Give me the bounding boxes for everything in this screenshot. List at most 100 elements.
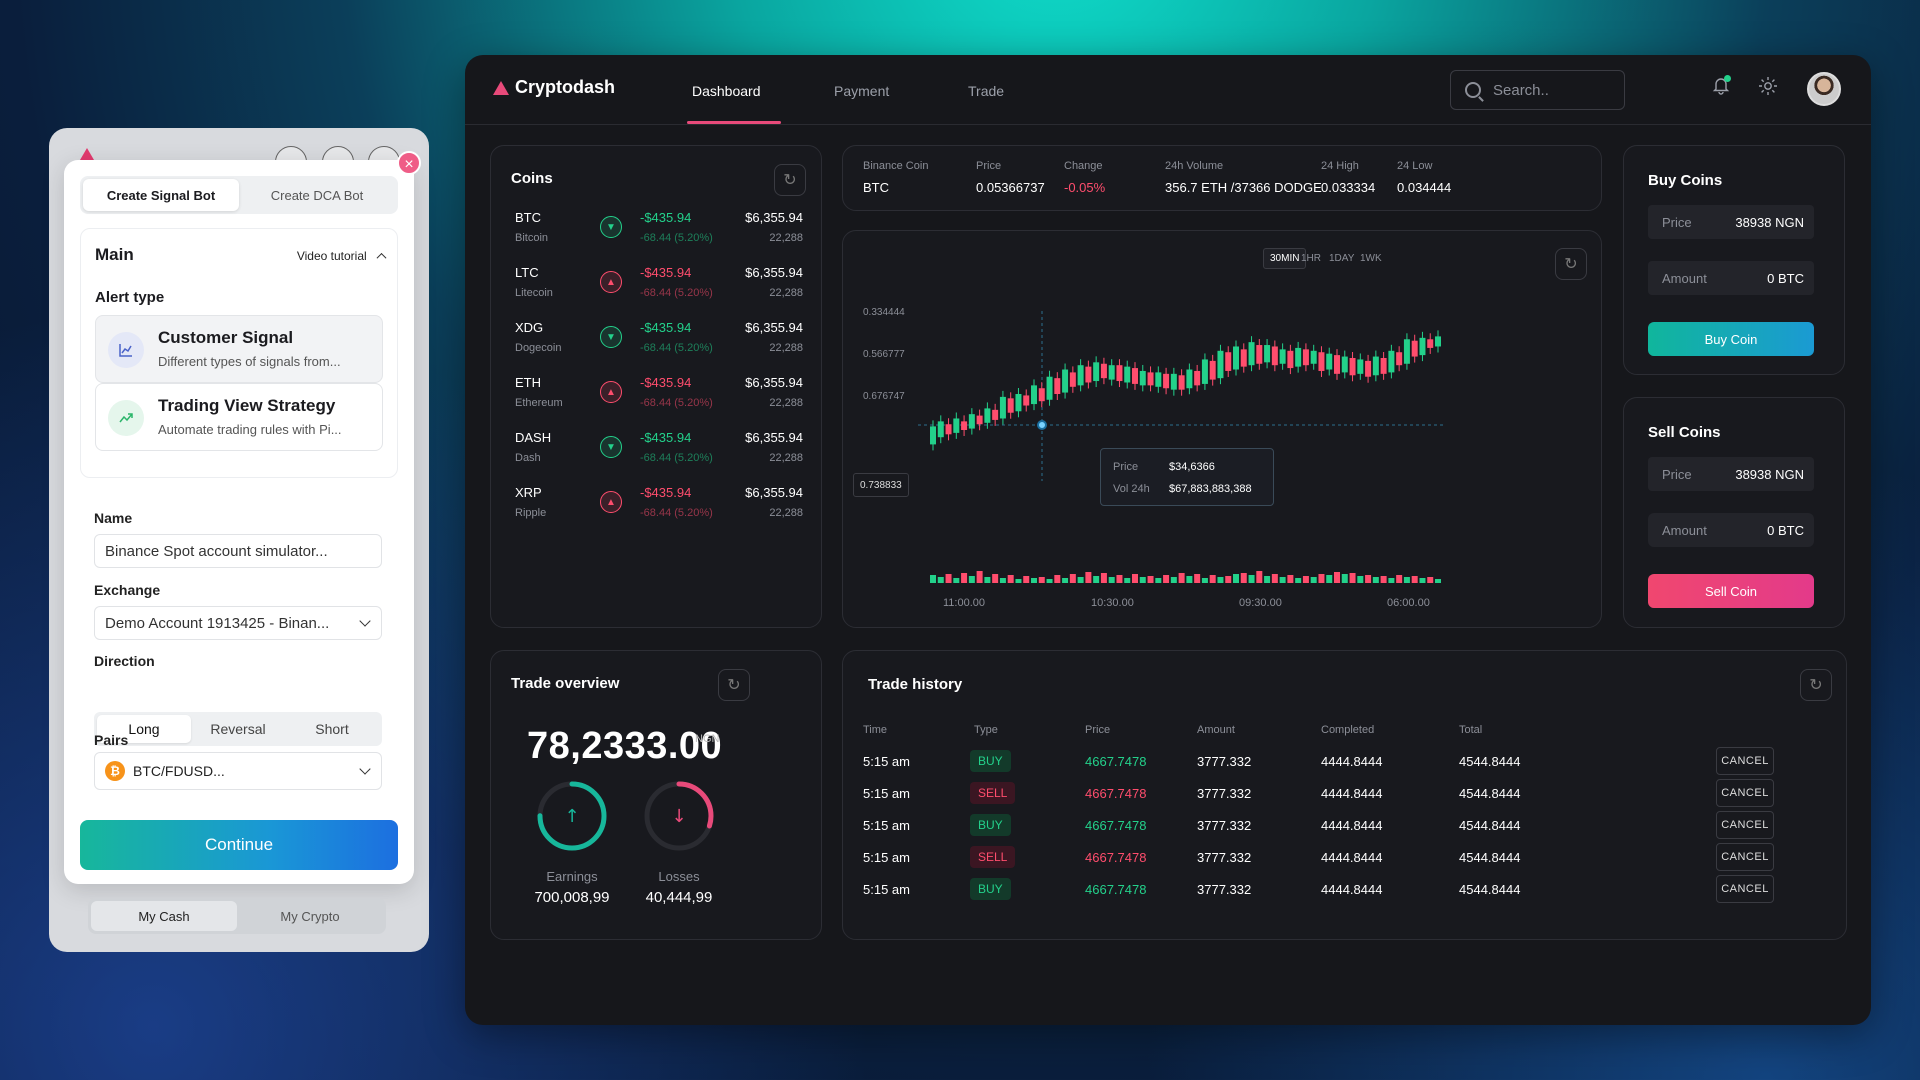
chevron-down-icon [359,615,371,627]
cancel-button[interactable]: CANCEL [1716,779,1774,807]
gear-icon[interactable] [1757,75,1779,102]
candle [1178,375,1185,390]
volume-bar [1077,577,1084,583]
timeframe-30min[interactable]: 30MIN [1263,248,1307,269]
earnings-label: Earnings [546,869,598,884]
search-input[interactable]: Search.. [1450,70,1625,110]
volume-bar [1178,573,1185,583]
app-logo[interactable]: Cryptodash [493,77,615,98]
candle [1186,369,1193,389]
candle [1209,360,1216,380]
video-tutorial-label: Video tutorial [296,249,367,263]
coin-row[interactable]: BTC Bitcoin ▼ -$435.94 -68.44 (5.20%) $6,355.… [511,204,803,254]
alert-type-label: Alert type [95,289,165,306]
refresh-icon[interactable]: ↻ [718,669,750,701]
tab-my-crypto[interactable]: My Crypto [280,908,340,924]
cancel-button[interactable]: CANCEL [1716,811,1774,839]
option-title: Trading View Strategy [158,396,336,415]
alert-option-trading-view[interactable]: Trading View Strategy Automate trading r… [95,383,383,451]
candle [1069,372,1076,387]
alert-option-customer-signal[interactable]: Customer Signal Different types of signa… [95,315,383,383]
buy-price-field[interactable]: Price 38938 NGN [1648,205,1814,239]
coin-change: -$435.94 [640,210,692,225]
buy-price-value: 38938 NGN [1735,215,1804,230]
stat-value: -0.05% [1064,180,1106,195]
buy-title: Buy Coins [1648,172,1723,189]
refresh-icon[interactable]: ↻ [1555,248,1587,280]
pair-value: BTC/FDUSD... [133,763,225,779]
candle [945,424,952,435]
timeframe-1wk[interactable]: 1WK [1360,253,1382,264]
volume-bar [1388,578,1395,583]
buy-amount-field[interactable]: Amount 0 BTC [1648,261,1814,295]
refresh-icon[interactable]: ↻ [1800,669,1832,701]
top-bar: Cryptodash Dashboard Payment Trade Searc… [465,55,1871,125]
direction-short[interactable]: Short [315,721,349,737]
candle [1062,369,1069,393]
trade-time: 5:15 am [863,754,910,769]
timeframe-1day[interactable]: 1DAY [1329,253,1355,264]
sell-coins-panel: Sell Coins Price 38938 NGN Amount 0 BTC … [1623,397,1845,628]
buy-price-label: Price [1662,215,1692,230]
direction-reversal[interactable]: Reversal [210,721,266,737]
volume-bar [984,577,991,583]
coin-row[interactable]: LTC Litecoin ▲ -$435.94 -68.44 (5.20%) $6,355… [511,259,803,309]
tab-create-signal-bot[interactable]: Create Signal Bot [83,179,239,211]
candle [1240,349,1247,367]
exchange-value: Demo Account 1913425 - Binan... [105,614,330,632]
avatar[interactable] [1807,72,1841,106]
sell-amount-field[interactable]: Amount 0 BTC [1648,513,1814,547]
x-axis-label: 09:30.00 [1239,597,1282,609]
column-header: Price [1085,724,1111,736]
candlestick-chart[interactable] [843,231,1603,629]
cancel-button[interactable]: CANCEL [1716,875,1774,903]
candle [1007,398,1014,413]
volume-bar [1403,577,1410,583]
close-icon[interactable]: × [397,151,421,175]
candle [1372,356,1379,376]
trade-time: 5:15 am [863,818,910,833]
coin-row[interactable]: ETH Ethereum ▲ -$435.94 -68.44 (5.20%) $6,355… [511,369,803,419]
candle [1388,350,1395,373]
continue-button[interactable]: Continue [80,820,398,870]
volume-bar [992,574,999,583]
coin-row[interactable]: XRP Ripple ▲ -$435.94 -68.44 (5.20%) $6,355.9… [511,479,803,529]
name-input[interactable]: Binance Spot account simulator... [94,534,382,568]
volume-bar [1108,577,1115,583]
volume-bar [1256,571,1263,583]
coin-change: -$435.94 [640,265,692,280]
tab-my-cash[interactable]: My Cash [91,901,237,931]
coin-volume: 22,288 [769,232,803,244]
nav-payment[interactable]: Payment [834,83,890,99]
exchange-select[interactable]: Demo Account 1913425 - Binan... [94,606,382,640]
coin-row[interactable]: DASH Dash ▼ -$435.94 -68.44 (5.20%) $6,355.94… [511,424,803,474]
bell-icon[interactable] [1711,75,1731,100]
coin-price: $6,355.94 [745,430,803,445]
candle [1085,366,1092,383]
pairs-select[interactable]: ₿ BTC/FDUSD... [94,752,382,790]
sell-price-field[interactable]: Price 38938 NGN [1648,457,1814,491]
losses-label: Losses [658,869,700,884]
stat-label: Price [976,160,1002,172]
trade-type-badge: SELL [970,846,1016,868]
nav-trade[interactable]: Trade [968,83,1005,99]
video-tutorial-toggle[interactable]: Video tutorial [296,249,387,263]
candle [1155,372,1162,387]
crosshair-value: 0.738833 [853,473,909,497]
refresh-icon[interactable]: ↻ [774,164,806,196]
volume-bar [1100,573,1107,583]
tab-create-dca-bot[interactable]: Create DCA Bot [270,187,364,203]
coin-row[interactable]: XDG Dogecoin ▼ -$435.94 -68.44 (5.20%) $6,355… [511,314,803,364]
direction-toggle: Long Reversal Short [94,712,382,746]
buy-coin-button[interactable]: Buy Coin [1648,322,1814,356]
cancel-button[interactable]: CANCEL [1716,747,1774,775]
direction-long[interactable]: Long [97,715,191,743]
candle [1147,372,1154,386]
nav-dashboard[interactable]: Dashboard [692,83,761,99]
candle [1349,358,1356,376]
cancel-button[interactable]: CANCEL [1716,843,1774,871]
sell-coin-button[interactable]: Sell Coin [1648,574,1814,608]
option-title: Customer Signal [158,328,294,347]
volume-bar [1147,576,1154,583]
timeframe-1hr[interactable]: 1HR [1301,253,1322,264]
